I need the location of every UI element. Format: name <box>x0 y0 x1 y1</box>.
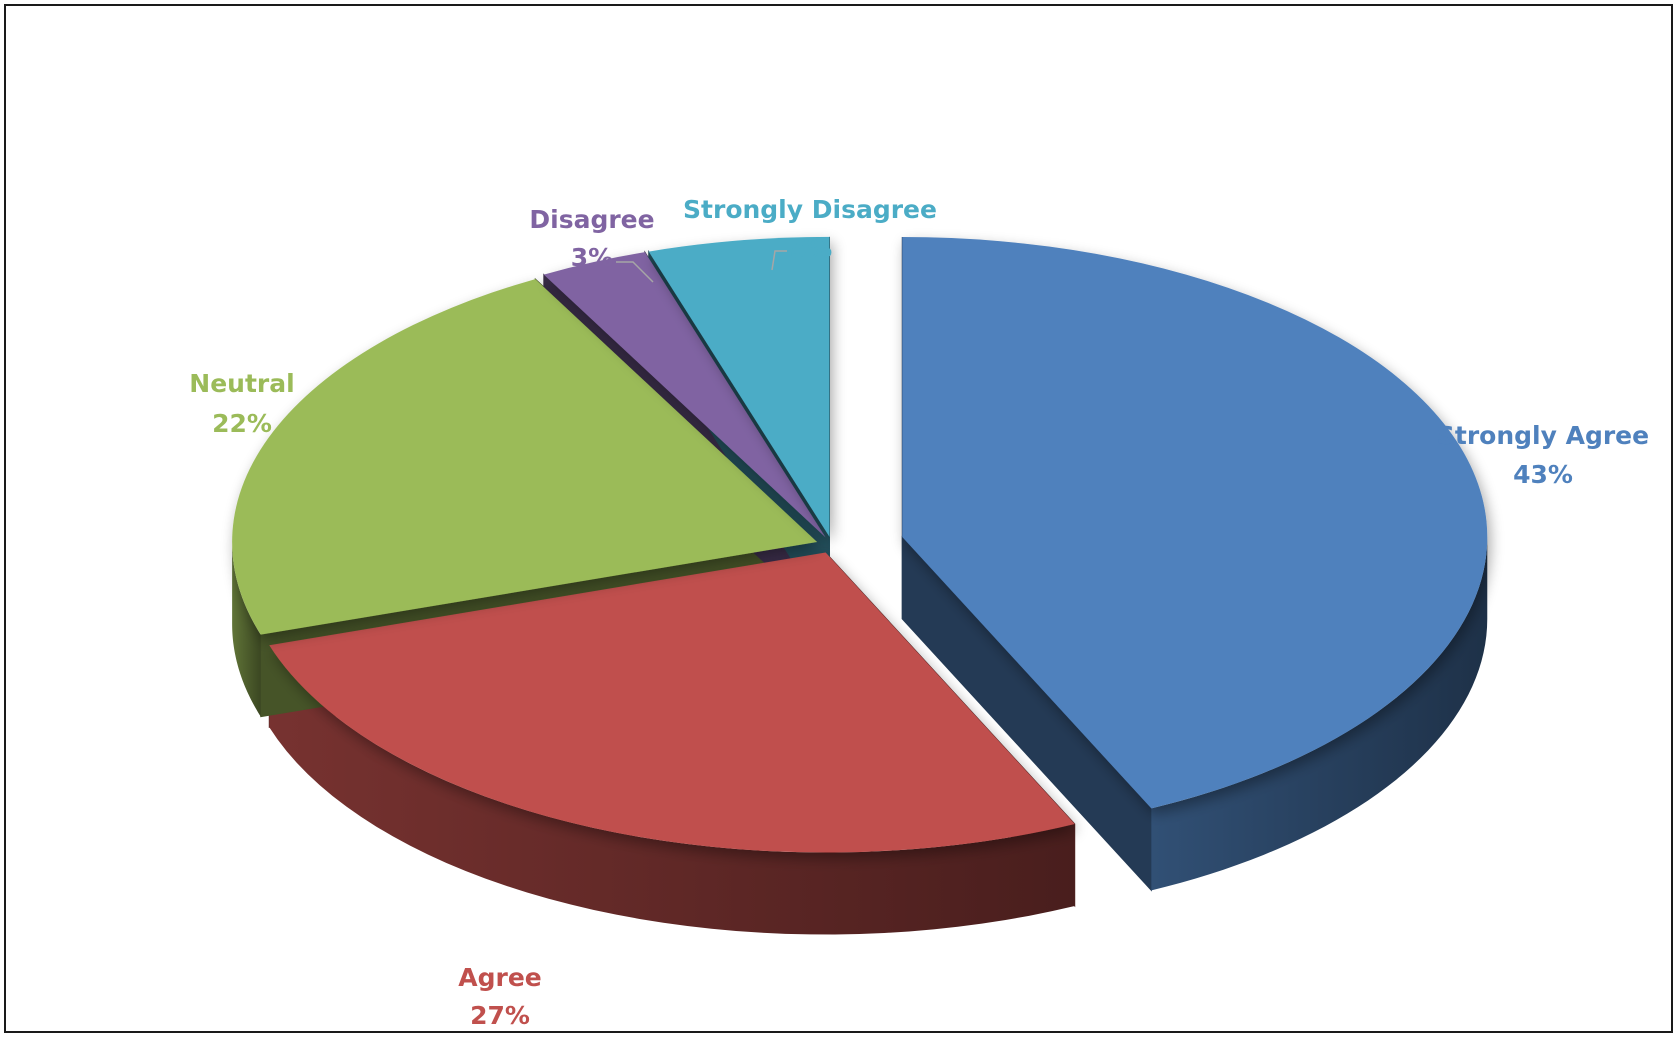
label-disagree-name: Disagree <box>529 205 654 234</box>
slice-agree-side <box>269 645 1075 935</box>
label-agree-value: 27% <box>470 1001 530 1030</box>
leader-line-strongly-disagree <box>771 250 787 271</box>
slice-disagree <box>543 252 826 538</box>
label-strongly-disagree-name: Strongly Disagree <box>683 195 937 224</box>
label-neutral-name: Neutral <box>189 369 294 398</box>
slice-neutral-side <box>232 541 261 717</box>
label-strongly-agree-value: 43% <box>1513 460 1573 489</box>
slice-neutral <box>232 279 818 635</box>
slice-agree <box>269 552 1075 853</box>
slice-strongly-agree <box>902 236 1488 809</box>
slice-strongly-agree-side <box>1151 536 1488 891</box>
label-disagree-value: 3% <box>571 243 613 272</box>
label-strongly-agree-name: Strongly Agree <box>1437 421 1649 450</box>
label-strongly-disagree-value: 5% <box>790 234 832 263</box>
label-agree-name: Agree <box>458 963 541 992</box>
leader-line-disagree <box>616 261 654 283</box>
slice-strongly-disagree <box>648 236 830 537</box>
label-neutral-value: 22% <box>212 409 272 438</box>
